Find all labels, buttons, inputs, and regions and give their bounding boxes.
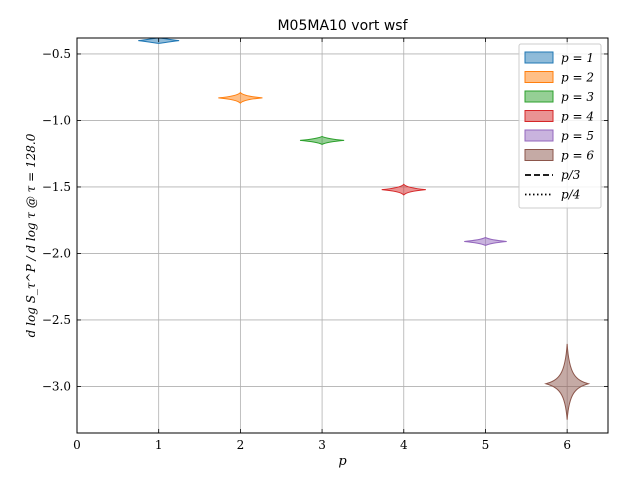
y-tick-label: −1.5 xyxy=(42,180,71,194)
x-tick-label: 5 xyxy=(482,438,490,452)
legend-swatch-p6 xyxy=(524,149,554,161)
x-axis-label: p xyxy=(338,454,347,469)
y-axis-ticks: −3.0 −2.5 −2.0 −1.5 −1.0 −0.5 xyxy=(42,47,608,393)
legend-swatch-p5 xyxy=(524,129,554,142)
plot-frame xyxy=(76,37,609,434)
legend-label-p5: p = 5 xyxy=(561,129,594,143)
violin-p4 xyxy=(381,183,426,196)
x-tick-label: 1 xyxy=(155,438,163,452)
y-tick-label: −0.5 xyxy=(42,47,71,61)
violin-p2 xyxy=(218,91,263,104)
y-tick-label: −3.0 xyxy=(42,379,71,393)
y-tick-label: −2.5 xyxy=(42,313,71,327)
x-tick-label: 0 xyxy=(73,438,81,452)
legend-swatch-p2 xyxy=(524,71,554,83)
chart-title: M05MA10 vort wsf xyxy=(277,18,408,34)
legend-swatch-p1 xyxy=(524,51,554,64)
x-tick-label: 6 xyxy=(563,438,571,452)
legend-label-p4: p = 4 xyxy=(561,110,594,124)
violin-p5 xyxy=(464,236,507,247)
legend-swatch-p4 xyxy=(524,110,554,122)
y-axis-label: d log S_τ^P / d log τ @ τ = 128.0 xyxy=(24,133,38,337)
legend-box xyxy=(518,43,602,209)
x-axis-ticks: 0 1 2 3 4 5 6 xyxy=(73,38,571,452)
legend: p = 1 p = 2 p = 3 p = 4 p = 5 p = 6 p/3 p/4 xyxy=(518,43,602,209)
x-tick-label: 3 xyxy=(318,438,326,452)
legend-label-p1: p = 1 xyxy=(561,51,594,65)
legend-label-p6: p = 6 xyxy=(561,149,594,163)
violin-p3 xyxy=(299,135,345,145)
legend-label-dashed: p/3 xyxy=(561,168,581,182)
legend-label-p3: p = 3 xyxy=(561,90,594,104)
x-tick-label: 4 xyxy=(400,438,408,452)
legend-swatch-p3 xyxy=(524,90,554,103)
legend-label-dotted: p/4 xyxy=(561,188,580,202)
legend-label-p2: p = 2 xyxy=(561,71,594,85)
x-tick-label: 2 xyxy=(237,438,245,452)
y-tick-label: −2.0 xyxy=(42,246,71,260)
violin-p6 xyxy=(544,343,591,420)
y-tick-label: −1.0 xyxy=(42,113,71,127)
